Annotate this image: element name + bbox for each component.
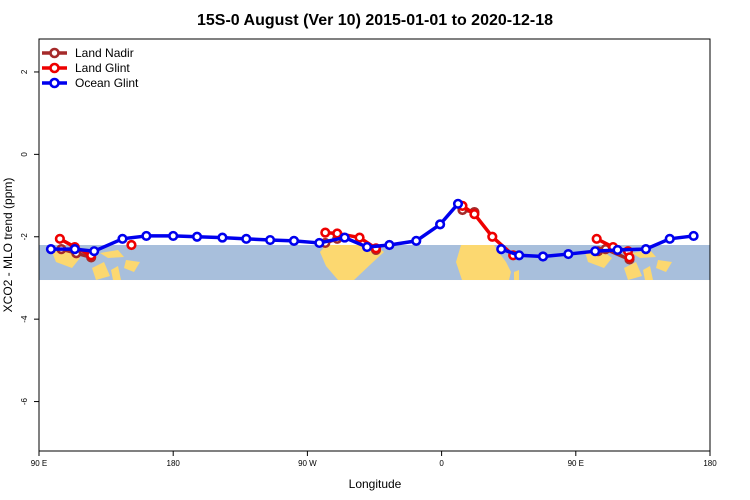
data-point [435, 219, 446, 230]
data-point [69, 244, 80, 255]
data-point [514, 250, 525, 261]
data-point [241, 233, 252, 244]
y-tick-label: -2 [20, 233, 29, 241]
data-point [45, 244, 57, 255]
data-point [361, 241, 373, 253]
data-point [339, 232, 350, 243]
land-mass [100, 250, 124, 258]
data-point [563, 248, 574, 260]
data-point [141, 230, 152, 242]
x-tick-label: 0 [439, 459, 444, 468]
data-point [54, 233, 65, 244]
x-tick-label: 90 E [568, 459, 584, 468]
x-tick-label: 90 E [31, 459, 47, 468]
x-tick-label: 90 W [298, 459, 317, 468]
data-point [591, 233, 602, 244]
data-point [469, 209, 480, 220]
data-point [314, 237, 325, 249]
land-mass [514, 270, 519, 280]
y-axis-label: XCO2 - MLO trend (ppm) [1, 178, 15, 313]
data-point [537, 251, 549, 262]
data-point [590, 246, 601, 257]
data-point [89, 246, 100, 257]
data-point [265, 234, 276, 246]
data-point [496, 244, 507, 255]
land-mass [320, 245, 384, 280]
land-mass [656, 260, 672, 272]
legend-label: Land Nadir [75, 46, 134, 60]
legend-swatch-marker [49, 62, 60, 74]
data-point [354, 232, 365, 243]
x-tick-label: 180 [703, 459, 717, 468]
land-mass [624, 262, 642, 280]
legend-label: Ocean Glint [75, 76, 139, 90]
land-mass [124, 260, 140, 272]
y-tick-label: 0 [20, 152, 29, 157]
legend-swatch-marker [49, 77, 60, 89]
data-point [288, 235, 300, 246]
land-mass [111, 266, 121, 280]
data-point [688, 230, 699, 242]
land-mass [92, 262, 110, 280]
data-point [452, 198, 464, 209]
data-point [487, 231, 498, 242]
series-line [50, 202, 460, 253]
data-point [332, 228, 343, 239]
legend-label: Land Glint [75, 61, 130, 75]
data-point [168, 230, 179, 242]
plot-frame [38, 38, 711, 452]
x-tick-label: 180 [167, 459, 181, 468]
data-point [117, 233, 128, 244]
data-point [217, 232, 228, 243]
y-tick-label: 2 [20, 69, 29, 74]
chart-title: 15S-0 August (Ver 10) 2015-01-01 to 2020… [197, 12, 553, 29]
land-mass [643, 266, 653, 280]
y-tick-label: -4 [20, 315, 29, 323]
x-axis-label: Longitude [349, 477, 402, 491]
data-point [624, 252, 635, 263]
data-point [664, 233, 675, 244]
y-tick-label: -6 [20, 397, 29, 405]
data-point [612, 244, 623, 256]
data-point [320, 227, 331, 238]
data-point [191, 231, 203, 242]
data-point [640, 244, 651, 255]
land-mass [456, 245, 511, 280]
axes: 90 E 180 90 W 0 90 E 180 2 0 -2 -4 -6 [20, 69, 717, 468]
data-point [411, 235, 422, 246]
legend-swatch-marker [49, 47, 60, 59]
series-ocean-glint [45, 198, 699, 262]
series-layer [45, 198, 699, 265]
data-point [384, 239, 395, 251]
data-point [126, 239, 137, 251]
